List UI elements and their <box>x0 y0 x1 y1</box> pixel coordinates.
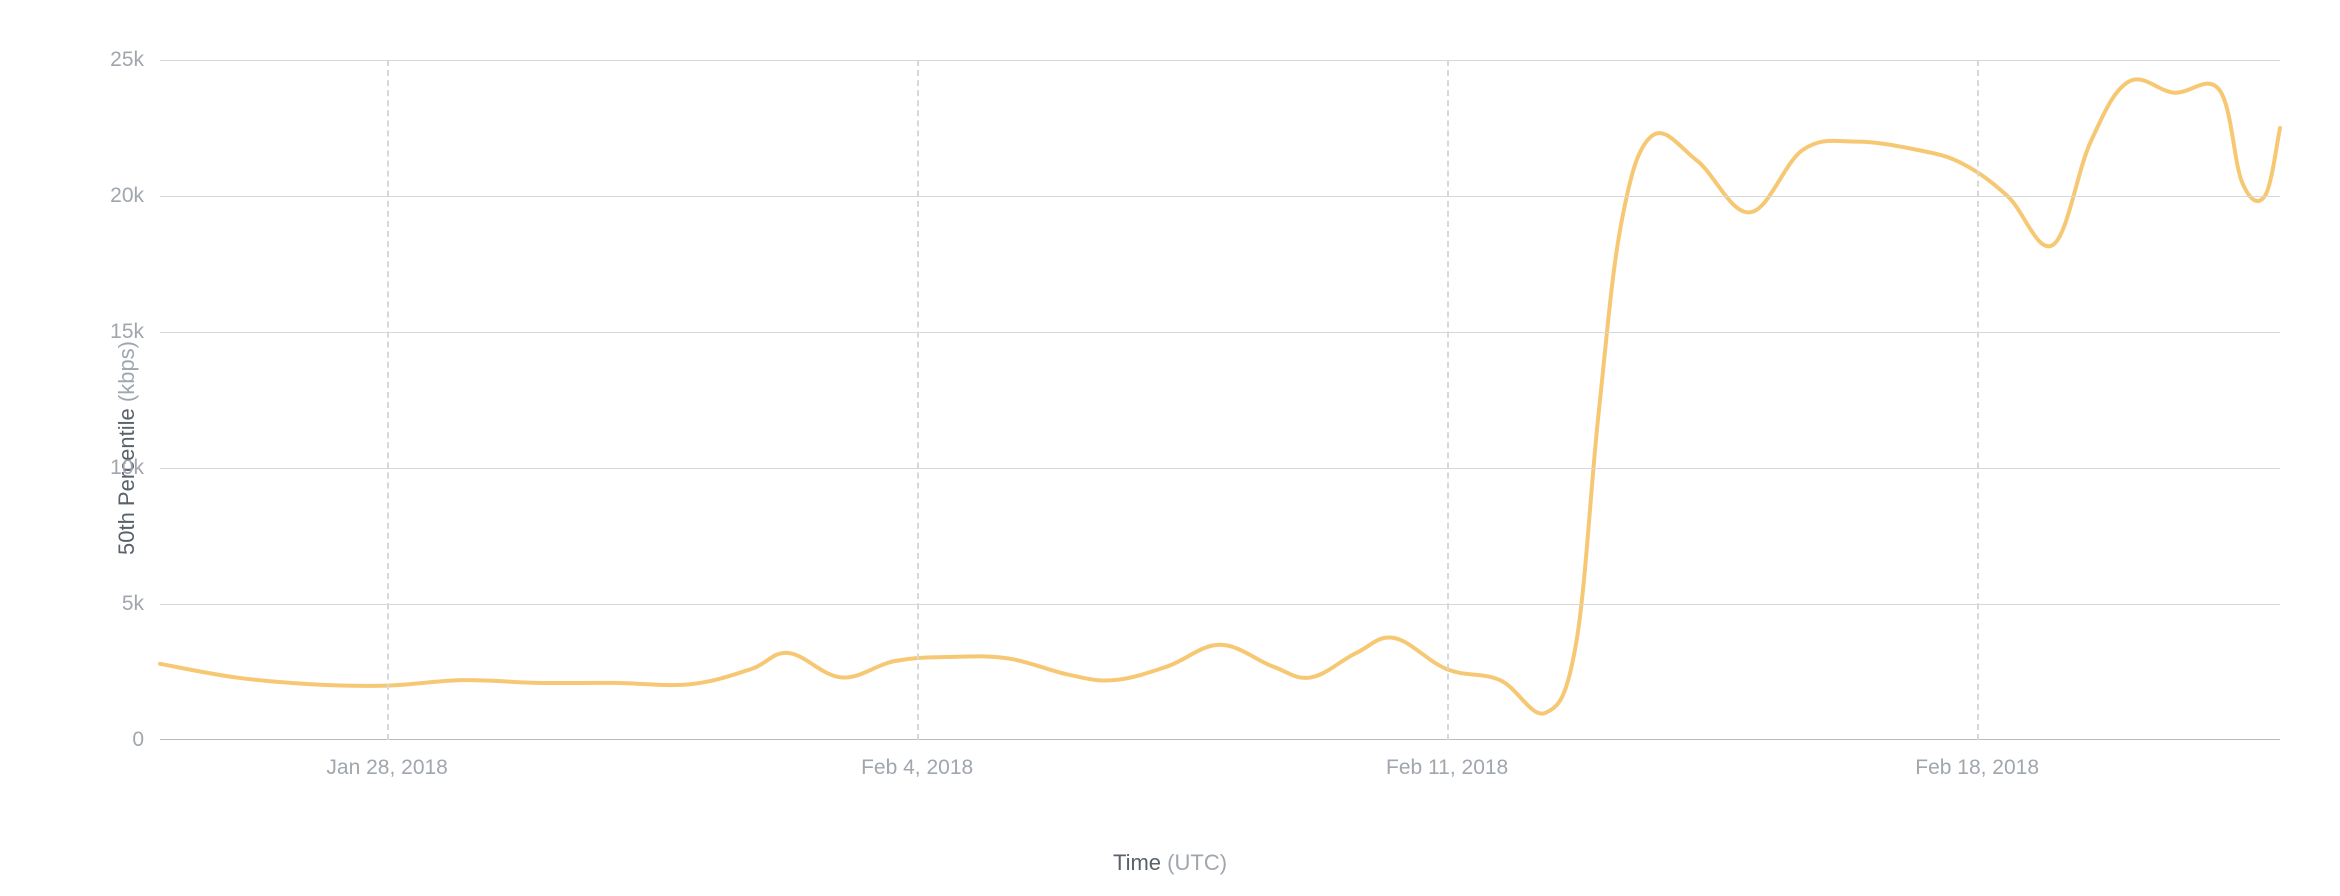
x-gridline <box>1977 60 1979 740</box>
y-axis-unit: (kbps) <box>114 341 139 402</box>
x-axis-unit: (UTC) <box>1167 850 1227 875</box>
x-tick-label: Jan 28, 2018 <box>326 756 447 780</box>
y-axis-title: 50th Percentile (kbps) <box>114 341 140 555</box>
y-gridline <box>160 332 2280 333</box>
x-gridline <box>917 60 919 740</box>
y-tick-label: 20k <box>110 184 144 208</box>
series-line-50th-percentile <box>160 79 2280 713</box>
x-gridline <box>387 60 389 740</box>
percentile-line-chart: 50th Percentile (kbps) Time (UTC) 05k10k… <box>0 0 2340 896</box>
y-tick-label: 15k <box>110 320 144 344</box>
y-tick-label: 5k <box>122 592 144 616</box>
x-axis-title: Time (UTC) <box>1113 850 1227 876</box>
y-gridline <box>160 60 2280 61</box>
y-tick-label: 25k <box>110 48 144 72</box>
x-tick-label: Feb 4, 2018 <box>861 756 973 780</box>
x-tick-label: Feb 18, 2018 <box>1915 756 2039 780</box>
plot-area: 05k10k15k20k25kJan 28, 2018Feb 4, 2018Fe… <box>160 60 2280 740</box>
x-axis-title-text: Time <box>1113 850 1161 875</box>
y-tick-label: 10k <box>110 456 144 480</box>
line-series-svg <box>160 60 2280 740</box>
y-gridline <box>160 468 2280 469</box>
x-tick-label: Feb 11, 2018 <box>1386 756 1508 780</box>
y-tick-label: 0 <box>132 728 144 752</box>
y-gridline <box>160 604 2280 605</box>
y-gridline <box>160 196 2280 197</box>
y-axis-title-text: 50th Percentile <box>114 408 139 555</box>
x-gridline <box>1447 60 1449 740</box>
